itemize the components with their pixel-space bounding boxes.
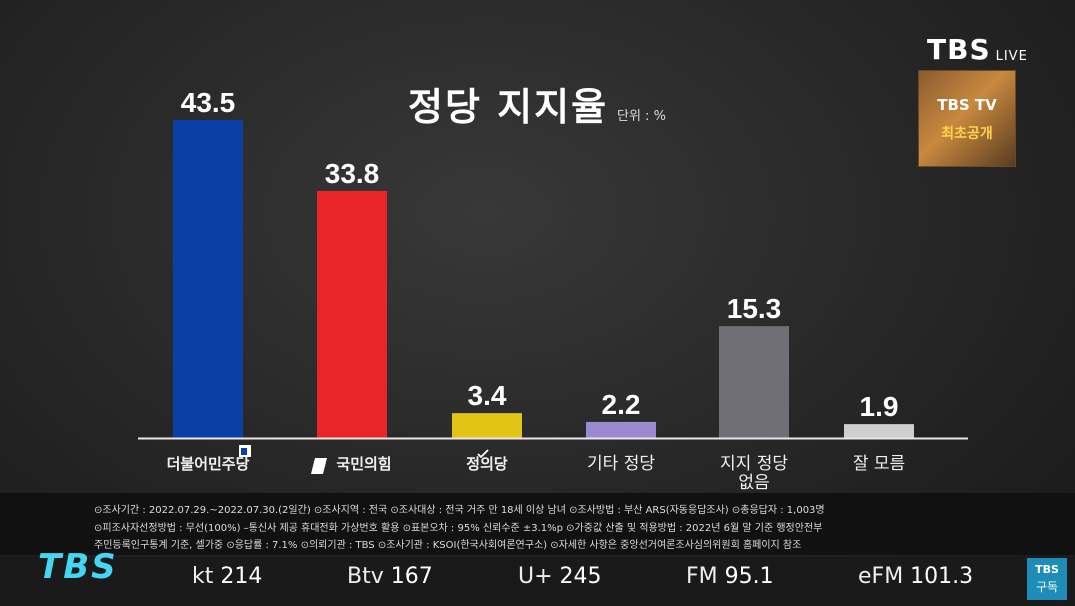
live-label: LIVE [995,48,1028,64]
subscribe-button[interactable]: TBS 구독 [1027,558,1067,600]
note-line: 주민등록인구통계 기준, 셀가중 ⊙응답률 : 7.1% ⊙의뢰기관 : TBS… [94,540,802,551]
channel-number: 95.1 [724,564,774,589]
value-label: 2.2 [602,389,641,420]
channel-ticker [0,557,1075,606]
note-line: ⊙피조사자선정방법 : 무선(100%) –통신사 제공 휴대전화 가상번호 활… [94,523,823,534]
bar-4 [586,421,656,438]
value-label: 33.8 [325,158,380,189]
category-label: 국민의힘 [336,455,391,473]
tbs-ticker-logo: TBS [38,547,118,587]
channel-efm: eFM 101.3 [858,564,973,589]
value-label: 15.3 [727,293,782,324]
subscribe-logo: TBS [1035,563,1059,576]
chart-title: 정당 지지율 [408,85,609,129]
promo-line1: TBS TV [937,96,997,114]
category-label: 정의당 [466,455,508,473]
category-label: 지지 정당 [720,454,788,474]
category-label: 없음 [738,473,769,493]
tbs-logo-text: TBS [927,33,991,66]
category-label: 기타 정당 [587,454,655,474]
category-label: 잘 모름 [853,454,905,474]
channel-btv: Btv 167 [347,564,433,589]
promo-thumbnail[interactable]: TBS TV 최초공개 [918,70,1016,167]
bar-6 [844,424,914,438]
subscribe-label: 구독 [1035,580,1059,594]
channel-number: 101.3 [910,564,974,589]
channel-fm: FM 95.1 [686,564,774,589]
survey-notes: ⊙조사기간 : 2022.07.29.~2022.07.30.(2일간) ⊙조사… [0,493,1075,555]
note-line: ⊙조사기간 : 2022.07.29.~2022.07.30.(2일간) ⊙조사… [94,505,825,516]
bar-5 [719,326,789,438]
democratic-party-logo-icon [239,445,251,457]
channel-name: kt [192,564,214,589]
bar-3 [452,413,522,438]
bar-1 [173,119,243,438]
promo-line2: 최초공개 [941,126,993,142]
channel-kt: kt 214 [192,564,262,589]
ppp-logo-icon [311,458,327,474]
value-label: 3.4 [468,380,507,411]
channel-name: U+ [518,564,553,589]
channel-uplus: U+ 245 [518,564,602,589]
category-label: 더불어민주당 [167,455,250,473]
justice-party-check-icon [477,449,489,459]
unit-label: 단위 : % [617,109,666,124]
channel-number: 245 [559,564,602,589]
channel-name: eFM [858,564,904,589]
tbs-live-logo: TBS LIVE [927,36,1028,64]
value-label: 43.5 [181,87,236,118]
bar-2 [317,190,387,438]
channel-name: FM [686,564,718,589]
channel-name: Btv [347,564,384,589]
channel-number: 214 [220,564,263,589]
channel-number: 167 [390,564,433,589]
value-label: 1.9 [860,391,899,422]
